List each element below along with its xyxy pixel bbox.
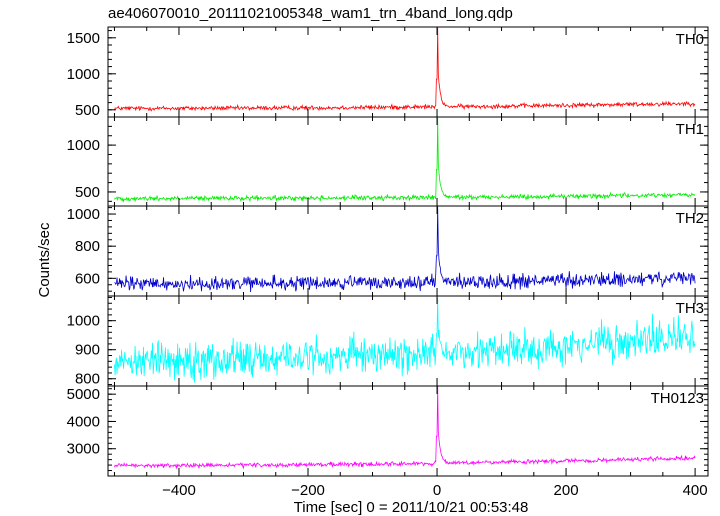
y-axis-label: Counts/sec: [36, 222, 53, 298]
panel-label-th0123: TH0123: [651, 390, 704, 407]
y-tick-label: 1000: [67, 206, 100, 223]
chart-title: ae406070010_20111021005348_wam1_trn_4ban…: [108, 5, 513, 22]
y-tick-label: 5000: [67, 386, 100, 403]
panel-label-th0: TH0: [676, 31, 704, 48]
x-tick-label: 200: [554, 482, 579, 499]
x-tick-label: −400: [162, 482, 196, 499]
y-tick-label: 500: [75, 184, 100, 201]
y-tick-label: 3000: [67, 441, 100, 458]
panel-frame: [107, 116, 709, 207]
y-tick-label: 600: [75, 270, 100, 287]
panel-th0: 500 1000 1500 TH0: [67, 26, 709, 119]
y-tick-label: 4000: [67, 413, 100, 430]
panel-th1: 500 1000 TH1: [67, 116, 709, 207]
panel-label-th3: TH3: [676, 300, 704, 317]
y-tick-label: 800: [75, 238, 100, 255]
panel-frame: [107, 385, 709, 477]
y-tick-label: 1000: [67, 137, 100, 154]
y-tick-label: 900: [75, 342, 100, 359]
y-tick-label: 1500: [67, 30, 100, 47]
x-tick-label: 0: [433, 482, 441, 499]
y-tick-label: 800: [75, 371, 100, 388]
panel-label-th2: TH2: [676, 210, 704, 227]
series-line-th3: [114, 297, 696, 383]
series-line-th2: [114, 206, 696, 293]
y-tick-label: 1000: [67, 66, 100, 83]
series-line-th1: [114, 117, 696, 203]
panels-group: 500 1000 1500 TH0 500 1000 TH1 600 800 1000 TH2 800…: [67, 26, 709, 499]
y-tick-label: 500: [75, 102, 100, 119]
panel-th3: 800 900 1000 TH3: [67, 295, 709, 388]
x-tick-label: −200: [291, 482, 325, 499]
series-line-th0123: [114, 386, 696, 470]
x-axis-label: Time [sec] 0 = 2011/10/21 00:53:48: [294, 499, 529, 516]
series-line-th0: [114, 27, 696, 112]
panel-label-th1: TH1: [676, 121, 704, 138]
y-tick-label: 1000: [67, 313, 100, 330]
x-tick-label: 400: [683, 482, 708, 499]
panel-th2: 600 800 1000 TH2: [67, 205, 709, 297]
panel-th0123: 3000 4000 5000 TH0123: [67, 385, 709, 477]
